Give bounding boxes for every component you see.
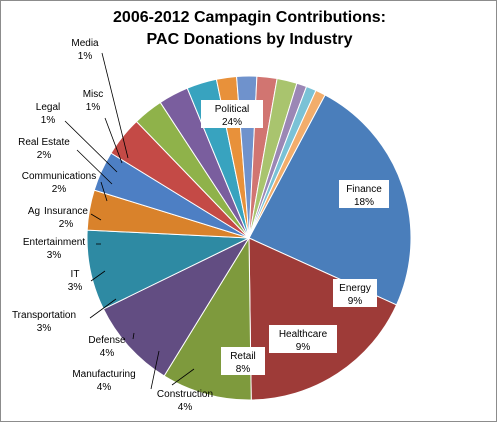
leader-line-media [101,52,129,159]
slice-label-legal: Legal [36,102,60,113]
slice-percent-defense: 4% [100,348,115,359]
slice-label-media: Media [71,38,99,49]
pie-slice-media [248,89,326,239]
slice-label-it: IT [71,269,80,280]
leader-line-legal [64,120,118,173]
slice-percent-misc: 1% [86,102,101,113]
slice-percent-transportation: 3% [37,323,52,334]
slice-percent-political: 24% [222,117,242,128]
pie-labels: Political 24% Finance 18% Energy 9% Healthcare… [12,38,389,413]
pie-slice-finance [248,237,398,401]
slice-label-healthcare: Healthcare [279,329,328,340]
slice-label-real-estate: Real Estate [18,137,70,148]
slice-percent-retail: 8% [236,364,251,375]
leader-line-real-estate [76,149,113,185]
slice-percent-legal: 1% [41,115,56,126]
slice-label-retail: Retail [230,351,256,362]
slice-label-ag: Ag [28,206,40,217]
leader-line-manufacturing [150,350,160,390]
chart-title-line2: PAC Donations by Industry [146,31,353,48]
chart-title: 2006-2012 Campagin Contributions: PAC Do… [1,7,497,51]
data-label-box-finance [339,180,389,208]
slice-percent-entertainment: 3% [47,250,62,261]
slice-percent-construction: 4% [178,402,193,413]
slice-percent-real-estate: 2% [37,150,52,161]
slice-percent-finance: 18% [354,197,374,208]
slice-percent-communications: 2% [52,184,67,195]
slice-label-communications: Communications [22,171,96,182]
data-label-box-political [201,100,263,128]
slice-label-political: Political [215,104,249,115]
data-label-box-healthcare [269,325,337,353]
pie-slices [86,75,412,401]
slice-percent-energy: 9% [348,296,363,307]
pie-slice-healthcare [102,236,251,377]
slice-percent-it: 3% [68,282,83,293]
leader-line-misc [104,117,123,164]
slice-label-finance: Finance [346,184,382,195]
slice-percent-healthcare: 9% [296,342,311,353]
leader-line-communications [100,181,108,202]
slice-percent-media: 1% [78,51,93,62]
leader-line-it [90,270,106,282]
chart-title-line1: 2006-2012 Campagin Contributions: [113,9,386,26]
slice-label-defense: Defense [88,335,126,346]
leader-line-transportation [89,298,117,319]
slice-label-entertainment: Entertainment [23,237,85,248]
pie-slice-political [248,94,412,306]
data-label-box-energy [333,279,377,307]
leader-line-insurance [90,213,102,221]
data-label-box-retail [221,347,265,375]
slice-label-misc: Misc [83,89,104,100]
slice-percent-manufacturing: 4% [97,382,112,393]
slice-label-energy: Energy [339,283,371,294]
leader-line-construction [171,368,195,386]
slice-label-transportation: Transportation [12,310,76,321]
slice-label-manufacturing: Manufacturing [72,369,135,380]
slice-label-construction: Construction [157,389,213,400]
slice-percent-insurance: 2% [59,219,74,230]
slice-label-insurance: Insurance [44,206,88,217]
leader-line-defense [132,332,135,340]
